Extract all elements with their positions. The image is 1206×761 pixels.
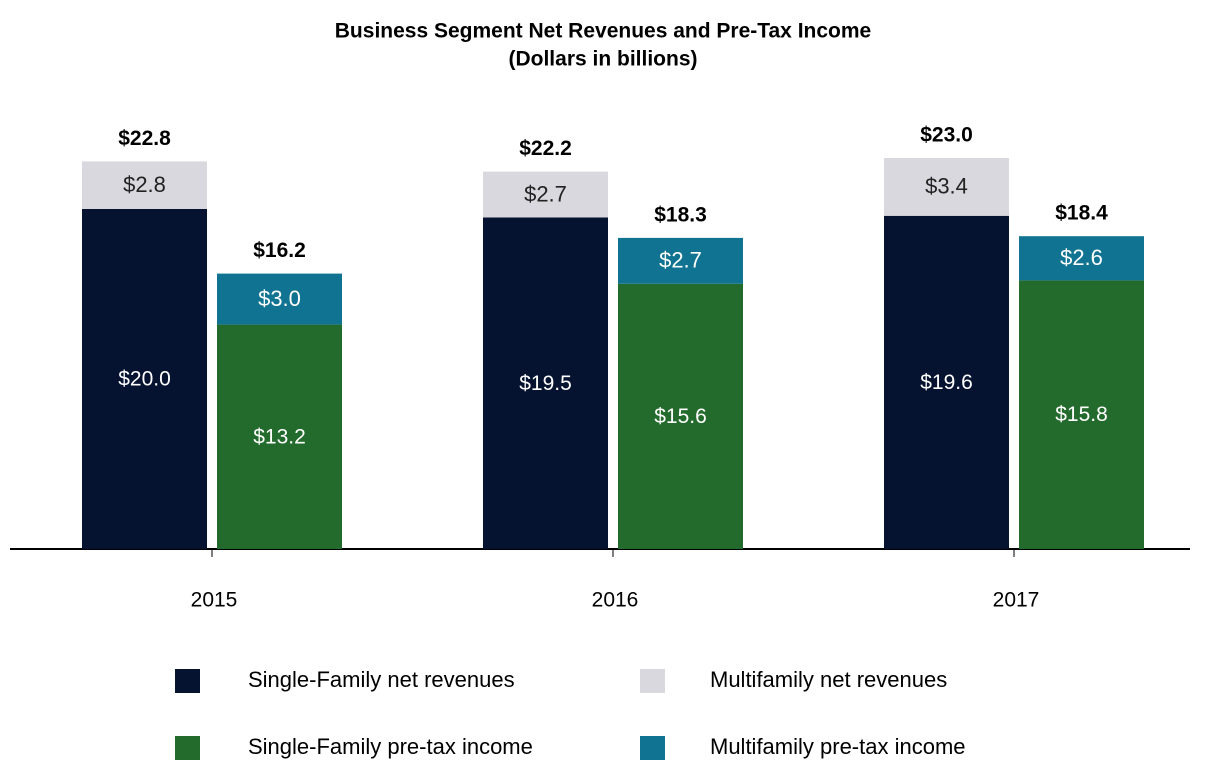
chart-subtitle: (Dollars in billions): [508, 48, 697, 71]
total-label: $22.2: [519, 137, 572, 160]
bar-segment: [1019, 236, 1144, 281]
bar-segment: [483, 217, 608, 549]
legend-label: Multifamily net revenues: [710, 667, 947, 692]
x-tick-label: 2016: [592, 589, 639, 612]
bar-segment: [82, 209, 207, 549]
bar-segment: [217, 273, 342, 325]
data-label: $13.2: [253, 425, 306, 448]
legend-swatch: [640, 736, 665, 760]
x-tick-label: 2015: [191, 589, 238, 612]
data-label: $15.6: [654, 405, 707, 428]
bar-segment: [82, 161, 207, 209]
total-label: $18.3: [654, 203, 707, 226]
legend-label: Single-Family net revenues: [248, 667, 515, 692]
x-tick-label: 2017: [993, 589, 1040, 612]
data-label: $3.0: [258, 286, 301, 311]
bar-segment: [618, 283, 743, 549]
data-label: $2.7: [659, 248, 702, 273]
legend-swatch: [175, 669, 200, 693]
bar-segment: [217, 324, 342, 549]
legend-label: Multifamily pre-tax income: [710, 734, 966, 759]
bar-segment: [884, 215, 1009, 550]
legend-swatch: [175, 736, 200, 760]
total-label: $16.2: [253, 239, 306, 262]
total-label: $22.8: [118, 127, 171, 150]
bar-segment: [483, 171, 608, 218]
data-label: $15.8: [1055, 403, 1108, 426]
data-label: $2.7: [524, 181, 567, 206]
bar-segment: [1019, 280, 1144, 549]
data-label: $20.0: [118, 368, 171, 391]
legend-label: Single-Family pre-tax income: [248, 734, 533, 759]
total-label: $23.0: [920, 124, 973, 147]
data-label: $19.5: [519, 372, 572, 395]
chart-title: Business Segment Net Revenues and Pre-Ta…: [335, 20, 871, 43]
legend-swatch: [640, 669, 665, 693]
bar-segment: [618, 237, 743, 284]
data-label: $2.6: [1060, 245, 1103, 270]
total-label: $18.4: [1055, 202, 1108, 225]
data-label: $19.6: [920, 371, 973, 394]
data-label: $3.4: [925, 174, 968, 199]
bar-segment: [884, 158, 1009, 216]
data-label: $2.8: [123, 172, 166, 197]
